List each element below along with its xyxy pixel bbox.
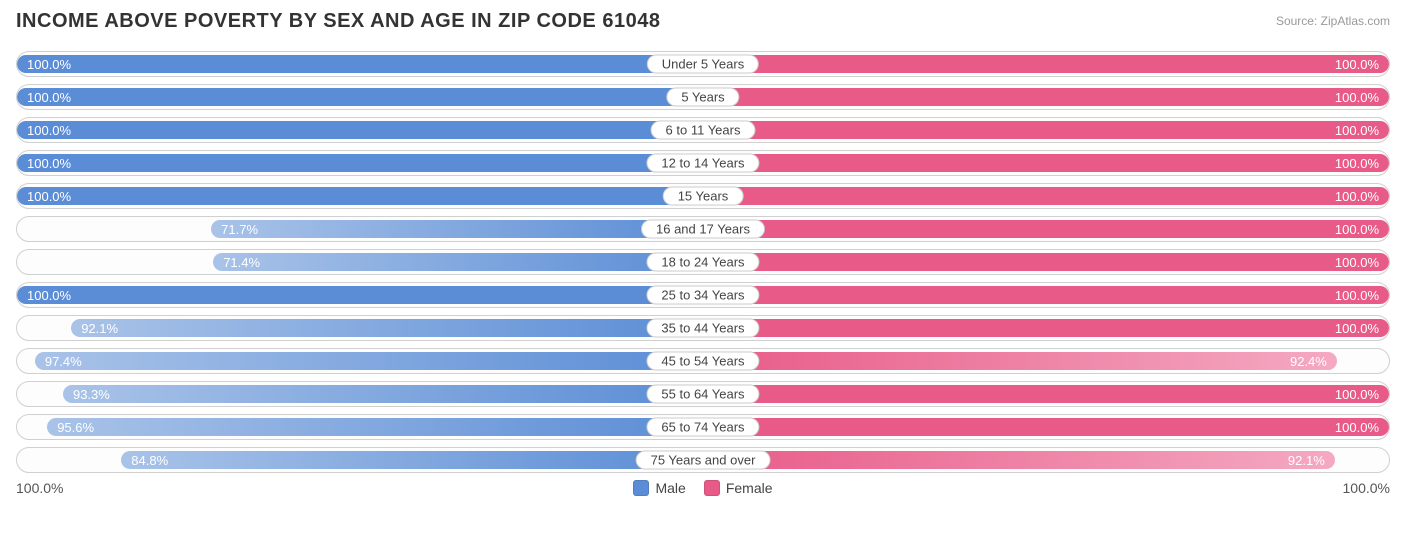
category-label: 6 to 11 Years — [651, 121, 756, 140]
chart-row: 100.0% 100.0% 25 to 34 Years — [16, 282, 1390, 308]
male-bar: 100.0% — [17, 55, 703, 73]
chart-title: INCOME ABOVE POVERTY BY SEX AND AGE IN Z… — [16, 10, 660, 33]
category-label: 5 Years — [666, 88, 739, 107]
female-value-label: 100.0% — [1325, 55, 1389, 73]
male-value-label: 100.0% — [17, 187, 81, 205]
legend-swatch-female — [704, 480, 720, 496]
male-value-label: 100.0% — [17, 121, 81, 139]
female-value-label: 100.0% — [1325, 385, 1389, 403]
category-label: 35 to 44 Years — [646, 319, 759, 338]
category-label: 75 Years and over — [636, 451, 771, 470]
legend-label-male: Male — [655, 480, 685, 496]
male-value-label: 84.8% — [121, 451, 178, 469]
male-bar: 100.0% — [17, 187, 703, 205]
category-label: 15 Years — [663, 187, 744, 206]
chart-row: 100.0% 100.0% 15 Years — [16, 183, 1390, 209]
male-value-label: 95.6% — [47, 418, 104, 436]
male-bar: 93.3% — [63, 385, 703, 403]
female-bar: 92.1% — [703, 451, 1335, 469]
male-value-label: 92.1% — [71, 319, 128, 337]
chart-rows: 100.0% 100.0% Under 5 Years 100.0% 100.0% 5 Y… — [16, 51, 1390, 473]
female-value-label: 92.1% — [1278, 451, 1335, 469]
female-bar: 100.0% — [703, 88, 1389, 106]
male-bar: 71.7% — [211, 220, 703, 238]
male-bar: 92.1% — [71, 319, 703, 337]
chart-row: 92.1% 100.0% 35 to 44 Years — [16, 315, 1390, 341]
female-bar: 100.0% — [703, 253, 1389, 271]
legend-male: Male — [633, 480, 685, 496]
chart-row: 71.4% 100.0% 18 to 24 Years — [16, 249, 1390, 275]
female-value-label: 100.0% — [1325, 418, 1389, 436]
chart-footer: 100.0% Male Female 100.0% — [16, 480, 1390, 496]
legend-female: Female — [704, 480, 773, 496]
male-value-label: 100.0% — [17, 154, 81, 172]
male-value-label: 100.0% — [17, 55, 81, 73]
category-label: Under 5 Years — [647, 55, 759, 74]
female-bar: 100.0% — [703, 418, 1389, 436]
male-bar: 100.0% — [17, 154, 703, 172]
female-bar: 100.0% — [703, 55, 1389, 73]
male-value-label: 71.7% — [211, 220, 268, 238]
female-value-label: 100.0% — [1325, 253, 1389, 271]
male-value-label: 100.0% — [17, 286, 81, 304]
female-bar: 100.0% — [703, 319, 1389, 337]
male-bar: 71.4% — [213, 253, 703, 271]
female-value-label: 100.0% — [1325, 88, 1389, 106]
chart-row: 100.0% 100.0% Under 5 Years — [16, 51, 1390, 77]
axis-right-label: 100.0% — [1343, 480, 1390, 496]
chart-row: 71.7% 100.0% 16 and 17 Years — [16, 216, 1390, 242]
female-value-label: 100.0% — [1325, 154, 1389, 172]
chart-row: 100.0% 100.0% 12 to 14 Years — [16, 150, 1390, 176]
male-value-label: 71.4% — [213, 253, 270, 271]
male-value-label: 100.0% — [17, 88, 81, 106]
male-bar: 95.6% — [47, 418, 703, 436]
female-value-label: 100.0% — [1325, 220, 1389, 238]
category-label: 12 to 14 Years — [646, 154, 759, 173]
chart-row: 100.0% 100.0% 6 to 11 Years — [16, 117, 1390, 143]
male-bar: 84.8% — [121, 451, 703, 469]
male-bar: 100.0% — [17, 88, 703, 106]
female-value-label: 100.0% — [1325, 319, 1389, 337]
chart-header: INCOME ABOVE POVERTY BY SEX AND AGE IN Z… — [16, 10, 1390, 33]
female-value-label: 100.0% — [1325, 286, 1389, 304]
axis-left-label: 100.0% — [16, 480, 63, 496]
female-bar: 100.0% — [703, 286, 1389, 304]
male-bar: 100.0% — [17, 121, 703, 139]
chart-row: 95.6% 100.0% 65 to 74 Years — [16, 414, 1390, 440]
female-bar: 100.0% — [703, 154, 1389, 172]
male-value-label: 97.4% — [35, 352, 92, 370]
category-label: 55 to 64 Years — [646, 385, 759, 404]
male-value-label: 93.3% — [63, 385, 120, 403]
chart-row: 93.3% 100.0% 55 to 64 Years — [16, 381, 1390, 407]
category-label: 25 to 34 Years — [646, 286, 759, 305]
female-value-label: 100.0% — [1325, 121, 1389, 139]
female-value-label: 92.4% — [1280, 352, 1337, 370]
chart-source: Source: ZipAtlas.com — [1276, 14, 1390, 28]
female-value-label: 100.0% — [1325, 187, 1389, 205]
female-bar: 100.0% — [703, 220, 1389, 238]
chart-row: 97.4% 92.4% 45 to 54 Years — [16, 348, 1390, 374]
male-bar: 97.4% — [35, 352, 703, 370]
legend-label-female: Female — [726, 480, 773, 496]
legend-swatch-male — [633, 480, 649, 496]
legend: Male Female — [633, 480, 772, 496]
category-label: 65 to 74 Years — [646, 418, 759, 437]
female-bar: 100.0% — [703, 121, 1389, 139]
female-bar: 100.0% — [703, 187, 1389, 205]
category-label: 16 and 17 Years — [641, 220, 765, 239]
category-label: 45 to 54 Years — [646, 352, 759, 371]
female-bar: 100.0% — [703, 385, 1389, 403]
chart-row: 100.0% 100.0% 5 Years — [16, 84, 1390, 110]
chart-row: 84.8% 92.1% 75 Years and over — [16, 447, 1390, 473]
male-bar: 100.0% — [17, 286, 703, 304]
female-bar: 92.4% — [703, 352, 1337, 370]
category-label: 18 to 24 Years — [646, 253, 759, 272]
